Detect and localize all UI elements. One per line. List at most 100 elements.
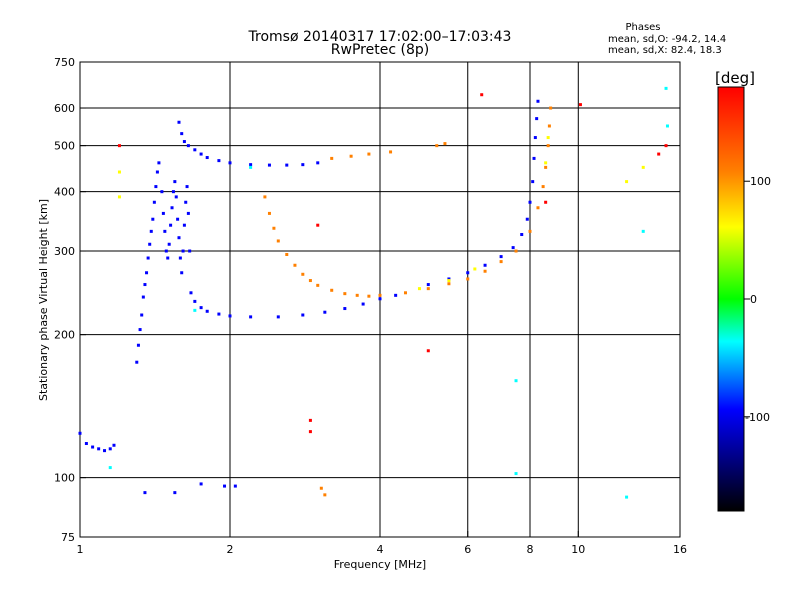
colorbar-tick-label: 100 (750, 175, 771, 188)
data-point (536, 99, 540, 103)
data-point (177, 120, 181, 124)
data-point (417, 287, 421, 291)
data-point (138, 328, 142, 332)
data-point (223, 484, 227, 488)
data-point (625, 180, 629, 184)
data-point (249, 163, 253, 167)
data-point (403, 291, 407, 295)
data-point (389, 150, 393, 154)
y-tick-label: 200 (54, 329, 75, 342)
data-point (378, 293, 382, 297)
y-tick-label: 400 (54, 186, 75, 199)
data-point (520, 233, 524, 237)
data-point (330, 288, 334, 292)
data-point (499, 255, 503, 259)
data-point (308, 430, 312, 434)
data-point (625, 495, 629, 499)
data-point (499, 260, 503, 264)
chart-title: Tromsø 20140317 17:02:00–17:03:43 (248, 29, 512, 45)
data-point (343, 307, 347, 311)
colorbar-tick-label: 0 (750, 293, 757, 306)
data-point (181, 249, 185, 253)
data-point (272, 226, 276, 230)
data-point (143, 491, 147, 495)
data-point (186, 211, 190, 215)
data-point (473, 267, 477, 271)
data-point (108, 466, 112, 470)
y-tick-label: 75 (61, 531, 75, 544)
data-point (189, 291, 193, 295)
data-point (316, 161, 320, 165)
data-point (394, 293, 398, 297)
data-point (154, 185, 158, 189)
data-point (108, 447, 112, 451)
data-point (233, 484, 237, 488)
data-point (157, 161, 161, 165)
data-point (544, 200, 548, 204)
data-point (173, 491, 177, 495)
data-point (546, 136, 550, 140)
data-point (319, 486, 323, 490)
chart-subtitle: RwPretec (8p) (331, 42, 429, 58)
data-point (228, 161, 232, 165)
data-point (316, 283, 320, 287)
data-point (511, 246, 515, 250)
data-point (161, 211, 165, 215)
data-point (199, 482, 203, 486)
y-tick-label: 500 (54, 140, 75, 153)
data-point (343, 292, 347, 296)
data-point (91, 445, 95, 449)
data-point (483, 269, 487, 273)
data-point (217, 312, 221, 316)
data-point (149, 229, 153, 233)
data-point (367, 152, 371, 156)
data-point (145, 271, 149, 275)
data-point (546, 144, 550, 148)
x-tick-label: 2 (227, 543, 234, 556)
data-point (169, 223, 173, 227)
data-point (166, 256, 170, 260)
y-axis-ticks: 75 100 200 300 400 500 600 750 (54, 56, 86, 544)
data-point (528, 229, 532, 233)
phases-x-stats: mean, sd,X: 82.4, 18.3 (608, 45, 722, 56)
data-point (301, 163, 305, 167)
y-tick-label: 100 (54, 472, 75, 485)
data-point (267, 211, 271, 215)
data-point (541, 185, 545, 189)
data-point (361, 302, 365, 306)
data-point (514, 379, 518, 383)
data-point (378, 297, 382, 301)
data-point (152, 200, 156, 204)
x-tick-label: 10 (571, 543, 585, 556)
data-point (167, 242, 171, 246)
phases-header: Phases (625, 22, 660, 33)
data-point (174, 195, 178, 199)
phases-o-stats: mean, sd,O: -94.2, 14.4 (608, 34, 726, 45)
data-point (435, 144, 439, 148)
data-point (163, 229, 167, 233)
data-point (308, 279, 312, 283)
data-point (308, 418, 312, 422)
colorbar-label: [deg] (715, 69, 755, 87)
data-point (184, 200, 188, 204)
data-point (135, 360, 139, 364)
data-point (665, 124, 669, 128)
data-point (84, 442, 88, 446)
x-tick-label: 1 (77, 543, 84, 556)
data-point (664, 144, 668, 148)
data-point (301, 313, 305, 317)
data-point (316, 223, 320, 227)
x-axis-label: Frequency [MHz] (334, 558, 426, 571)
data-point (193, 299, 197, 303)
data-point (249, 315, 253, 319)
data-point (97, 447, 101, 451)
data-point (78, 431, 82, 435)
y-tick-label: 750 (54, 56, 75, 69)
data-point (536, 206, 540, 210)
data-point (178, 256, 182, 260)
data-point (293, 263, 297, 267)
y-axis-label: Stationary phase Virtual Height [km] (37, 199, 50, 401)
data-point (578, 103, 582, 107)
data-point (193, 148, 197, 152)
